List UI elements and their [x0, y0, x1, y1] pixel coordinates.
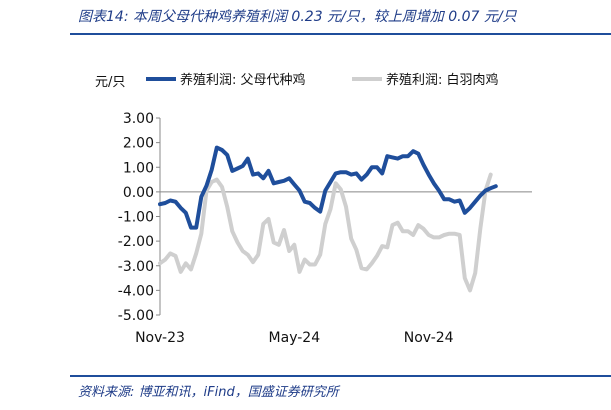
- x-tick-label: Nov-23: [135, 330, 185, 346]
- y-tick-label: 0.00: [123, 185, 154, 201]
- y-tick-label: -3.00: [118, 259, 154, 275]
- y-tick-label: 1.00: [123, 160, 154, 176]
- source-note: 资料来源: 博亚和讯，iFind，国盛证券研究所: [78, 385, 339, 400]
- chart-title: 图表14: 本周父母代种鸡养殖利润 0.23 元/只，较上周增加 0.07 元/…: [78, 9, 517, 25]
- top-divider: [70, 33, 611, 35]
- series-line-parent-breeder: [158, 145, 498, 230]
- legend-label-broiler: 养殖利润: 白羽肉鸡: [386, 72, 499, 88]
- legend-label-parent-breeder: 养殖利润: 父母代种鸡: [180, 72, 306, 88]
- x-tick-label: May-24: [269, 330, 321, 346]
- bottom-divider: [70, 375, 611, 377]
- y-axis: 3.00 2.00 1.00 0.00 -1.00 -2.00 -3.00 -4.00 -5.0…: [118, 111, 161, 324]
- y-tick-label: -1.00: [118, 210, 154, 226]
- y-tick-label: 3.00: [123, 111, 154, 127]
- series-layer: [158, 145, 498, 293]
- y-tick-label: -4.00: [118, 283, 154, 299]
- series-line-broiler: [158, 172, 493, 293]
- y-tick-label: -5.00: [118, 308, 154, 324]
- y-axis-unit-label: 元/只: [95, 75, 125, 90]
- y-tick-label: 2.00: [123, 136, 154, 152]
- y-tick-label: -2.00: [118, 234, 154, 250]
- x-tick-label: Nov-24: [404, 330, 454, 346]
- legend: 养殖利润: 父母代种鸡 养殖利润: 白羽肉鸡: [146, 72, 499, 88]
- x-axis: Nov-23 May-24 Nov-24: [135, 191, 532, 346]
